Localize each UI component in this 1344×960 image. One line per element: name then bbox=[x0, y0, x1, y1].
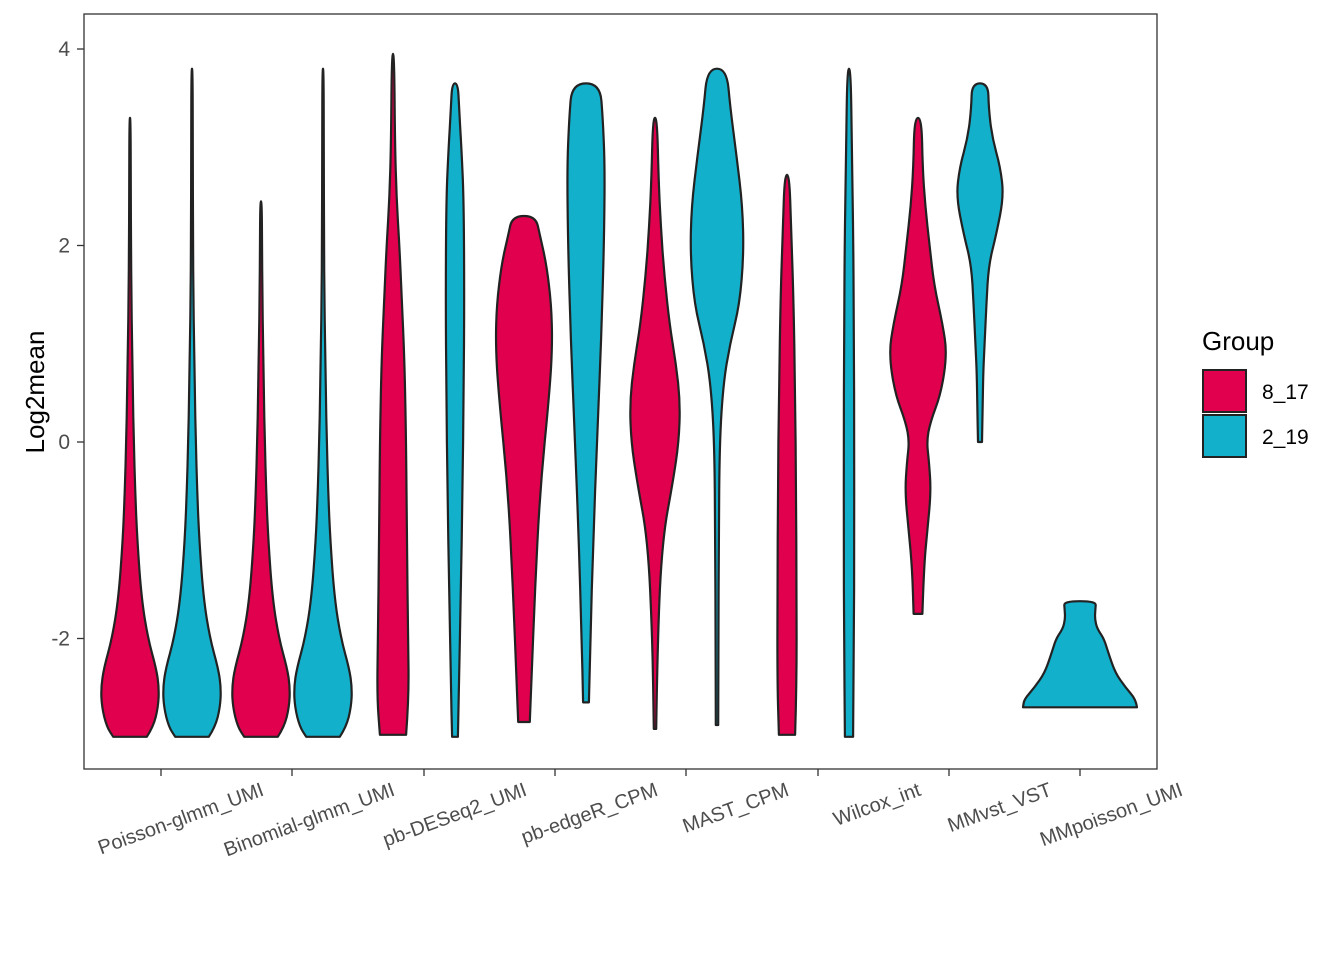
violin-2_19-Wilcox_int bbox=[842, 67, 856, 738]
y-axis-title: Log2mean bbox=[20, 331, 50, 454]
y-tick-label: 2 bbox=[58, 235, 70, 258]
violin-8_17-pb-DESeq2_UMI bbox=[376, 52, 410, 736]
violin-8_17-pb-edgeR_CPM bbox=[494, 214, 554, 724]
violin-8_17-Binomial-glmm_UMI bbox=[231, 200, 291, 738]
violin-8_17-MAST_CPM bbox=[629, 116, 681, 730]
violin-2_19-Poisson-glmm_UMI bbox=[162, 67, 222, 738]
violin-8_17-Poisson-glmm_UMI bbox=[100, 116, 160, 738]
violin-2_19-MMvst_VST bbox=[956, 82, 1004, 444]
legend-key-8_17 bbox=[1202, 369, 1247, 413]
violin-2_19-pb-edgeR_CPM bbox=[566, 82, 606, 704]
violins-layer bbox=[100, 52, 1139, 738]
y-tick-label: -2 bbox=[51, 628, 70, 651]
panel-border bbox=[83, 13, 1158, 770]
legend-key-2_19 bbox=[1202, 414, 1247, 458]
y-axis: -2 0 2 4 bbox=[51, 38, 84, 651]
violin-2_19-MAST_CPM bbox=[689, 67, 745, 727]
y-tick-label: 0 bbox=[58, 431, 70, 454]
violin-2_19-MMpoisson_UMI bbox=[1021, 600, 1139, 709]
legend-title: Group bbox=[1202, 326, 1274, 356]
legend-label-8_17: 8_17 bbox=[1262, 381, 1309, 404]
legend: Group 8_17 2_19 bbox=[1202, 326, 1309, 458]
violin-2_19-Binomial-glmm_UMI bbox=[293, 67, 353, 738]
legend-label-2_19: 2_19 bbox=[1262, 426, 1309, 449]
violin-2_19-pb-DESeq2_UMI bbox=[444, 82, 466, 738]
violin-8_17-MMvst_VST bbox=[889, 116, 947, 615]
y-tick-label: 4 bbox=[58, 38, 70, 61]
violin-8_17-Wilcox_int bbox=[776, 173, 798, 736]
